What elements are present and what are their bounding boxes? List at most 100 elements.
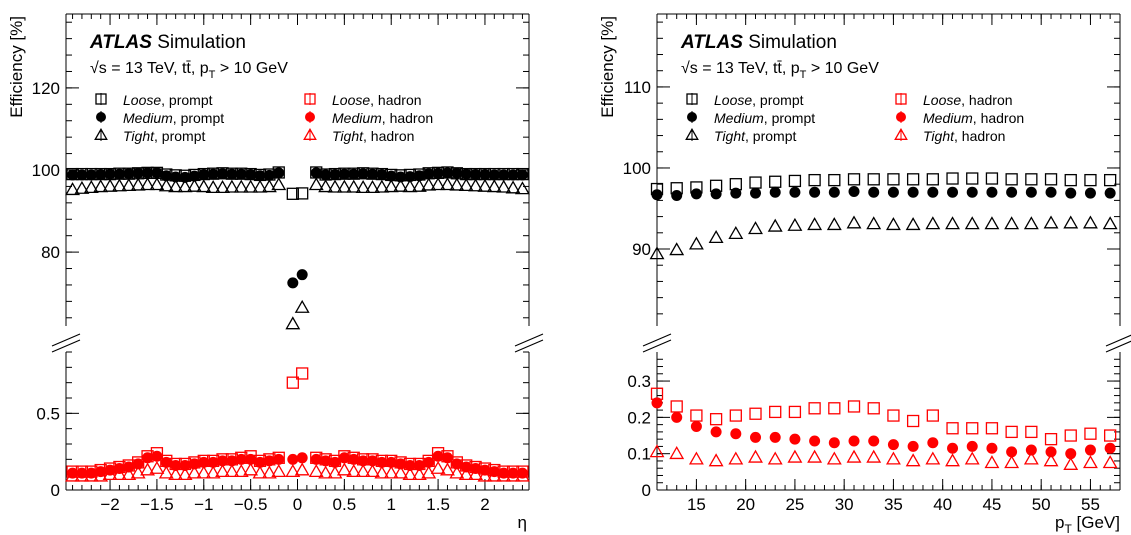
data-point (226, 455, 238, 467)
data-point (179, 459, 191, 471)
data-point (649, 246, 665, 260)
data-point (688, 451, 704, 465)
legend-label: Tight, hadron (923, 128, 1005, 144)
data-point (1043, 453, 1059, 467)
data-point (320, 455, 332, 467)
data-point (140, 462, 155, 476)
data-point (1065, 448, 1077, 460)
data-point (847, 173, 861, 186)
data-point (142, 167, 154, 179)
data-point (243, 462, 259, 476)
y-tick-label: 80 (41, 243, 60, 262)
data-point (486, 179, 502, 193)
axis-break-mark (51, 339, 81, 353)
data-point (1103, 429, 1117, 442)
data-point (348, 453, 360, 465)
data-point (254, 456, 266, 468)
data-point (986, 186, 998, 198)
data-point (868, 435, 880, 447)
data-point (245, 453, 257, 465)
data-point (235, 453, 247, 465)
data-point (296, 187, 309, 200)
data-point (273, 453, 285, 465)
data-point (308, 463, 324, 477)
data-point (168, 179, 184, 193)
data-point (807, 217, 823, 231)
data-point (263, 455, 275, 467)
data-point (769, 186, 781, 198)
x-axis-label: pT [GeV] (1055, 513, 1120, 535)
data-point (1084, 173, 1097, 187)
data-point (750, 431, 762, 443)
data-point (1084, 187, 1096, 199)
data-point (866, 216, 882, 230)
data-point (769, 405, 782, 419)
data-point (945, 216, 960, 230)
data-point (964, 216, 980, 230)
data-point (807, 449, 823, 463)
data-point (1083, 215, 1098, 229)
series-tight-hadron (65, 460, 530, 482)
data-point (310, 167, 322, 179)
data-point (160, 170, 172, 182)
legend-label: Tight, prompt (123, 128, 205, 144)
data-point (67, 169, 79, 181)
data-point (458, 177, 474, 191)
data-point (669, 242, 685, 256)
data-point (828, 173, 841, 187)
data-point (809, 435, 821, 447)
data-point (1103, 173, 1117, 187)
data-point (905, 217, 921, 231)
data-point (1005, 425, 1018, 439)
data-point (198, 456, 210, 468)
atlas-label: ATLAS Simulation (89, 32, 246, 53)
data-point (848, 435, 860, 447)
data-point (85, 169, 97, 181)
y-tick-label: 0.3 (627, 372, 651, 391)
data-point (177, 467, 193, 481)
x-tick-label: 15 (687, 495, 706, 514)
data-point (1064, 429, 1077, 442)
data-point (261, 465, 277, 479)
data-point (196, 465, 212, 479)
data-point (132, 167, 144, 179)
data-point (254, 170, 266, 182)
data-point (121, 467, 137, 481)
data-point (451, 167, 463, 179)
chart-panel-left: −2 −1.5 −1 −0.5 0 0.5 1 1.5 2 80 100 120 0 0.5 Efficie… (7, 13, 544, 532)
data-point (690, 420, 702, 432)
legend-label: Medium, prompt (714, 110, 815, 126)
data-point (188, 458, 200, 470)
data-point (338, 452, 350, 464)
data-point (365, 180, 380, 194)
data-point (346, 463, 362, 477)
data-point (947, 442, 959, 454)
data-point (395, 458, 407, 470)
data-point (402, 467, 418, 481)
data-point (868, 186, 880, 198)
data-point (748, 449, 763, 463)
legend-label: Loose, prompt (123, 92, 213, 108)
y-tick-label: 0 (642, 481, 651, 500)
data-point (104, 168, 116, 180)
data-point (196, 179, 212, 193)
data-point (252, 465, 268, 479)
data-point (111, 467, 127, 481)
data-point (984, 216, 1000, 230)
data-point (271, 463, 287, 477)
data-point (985, 422, 999, 435)
data-point (1104, 442, 1116, 454)
data-point (885, 217, 901, 231)
data-point (486, 468, 502, 482)
data-point (74, 468, 90, 482)
data-point (488, 169, 500, 181)
data-point (296, 367, 309, 380)
data-point (393, 465, 409, 479)
data-point (320, 169, 332, 181)
axis-break-mark (1105, 334, 1131, 347)
data-point (730, 428, 742, 440)
data-point (906, 173, 920, 186)
data-point (1005, 173, 1018, 186)
chart-panel-right: 15 20 25 30 35 40 45 50 55 90 100 110 0.1 0.2 0.3 0 Effi… (598, 13, 1131, 535)
data-point (507, 169, 519, 181)
